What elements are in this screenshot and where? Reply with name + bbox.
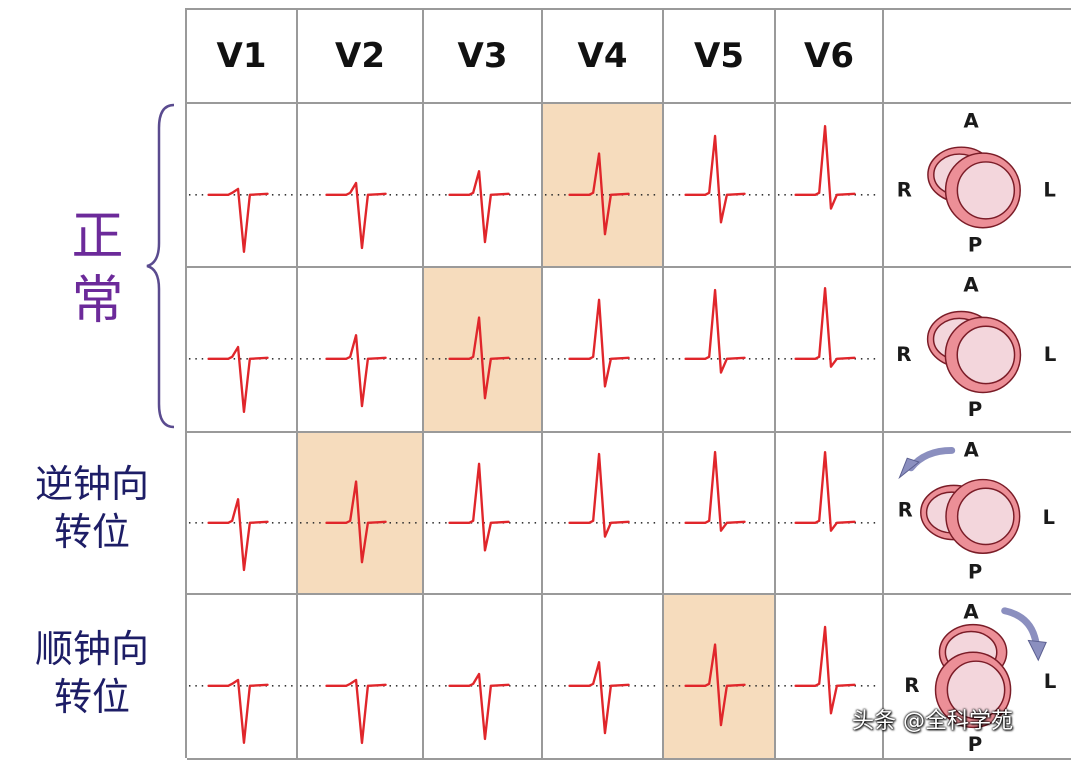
qrs-complex	[568, 152, 630, 236]
qrs-complex	[207, 345, 269, 414]
qrs-complex	[207, 678, 269, 744]
heart-orientation-row2: A R L P	[884, 268, 1071, 433]
ecg-cell-v1-row4	[187, 595, 298, 760]
ecg-cell-v2-row2	[298, 268, 424, 433]
qrs-complex	[794, 286, 856, 368]
heart-orientation-row3: A R L P	[884, 433, 1071, 595]
qrs-complex	[207, 498, 269, 572]
ecg-cell-v5-row4	[664, 595, 776, 760]
row-label-ccw-line1: 逆钟向	[34, 462, 149, 506]
ecg-cell-v2-row4	[298, 595, 424, 760]
ecg-cell-v3-row4	[424, 595, 543, 760]
ecg-cell-v2-row1	[298, 104, 424, 268]
qrs-complex	[794, 450, 856, 532]
qrs-complex	[684, 288, 746, 374]
heart-label-right: L	[1043, 178, 1056, 201]
ecg-cell-v6-row4	[776, 595, 884, 760]
qrs-complex	[448, 462, 510, 552]
heart-label-top: A	[963, 274, 979, 297]
qrs-complex	[568, 298, 630, 388]
qrs-complex	[325, 334, 387, 408]
ecg-cell-v6-row2	[776, 268, 884, 433]
header-lead-v5: V5	[664, 10, 776, 104]
heart-label-top: A	[964, 110, 980, 133]
ecg-cell-v1-row3	[187, 433, 298, 595]
row-label-clockwise: 顺钟向 转位	[14, 625, 170, 721]
heart-label-bottom: P	[968, 233, 982, 256]
header-lead-v2: V2	[298, 10, 424, 104]
header-lead-v1: V1	[187, 10, 298, 104]
heart-label-right: L	[1044, 670, 1057, 693]
watermark: 头条 @全科学苑	[852, 709, 1013, 734]
qrs-complex	[325, 678, 387, 745]
qrs-complex	[684, 450, 746, 532]
ecg-cell-v4-row3	[543, 433, 664, 595]
header-heart-column	[884, 10, 1071, 104]
ecg-cell-v3-row3	[424, 433, 543, 595]
ecg-cell-v6-row1	[776, 104, 884, 268]
ecg-cell-v5-row3	[664, 433, 776, 595]
left-ventricle-cavity	[956, 325, 1016, 385]
ecg-cell-v5-row2	[664, 268, 776, 433]
row-label-cw-line2: 转位	[53, 675, 130, 719]
qrs-complex	[325, 181, 387, 250]
ecg-cell-v3-row1	[424, 104, 543, 268]
normal-group-brace	[146, 103, 175, 429]
heart-label-right: L	[1044, 343, 1057, 366]
heart-label-left: R	[896, 343, 911, 366]
qrs-complex	[448, 672, 510, 741]
qrs-complex	[207, 187, 269, 253]
qrs-complex	[448, 316, 510, 400]
ecg-cell-v4-row2	[543, 268, 664, 433]
heart-orientation-row1: A R L P	[884, 104, 1071, 268]
header-lead-v6: V6	[776, 10, 884, 104]
row-label-counterclockwise: 逆钟向 转位	[14, 460, 170, 556]
qrs-complex	[684, 643, 746, 727]
ecg-cell-v2-row3	[298, 433, 424, 595]
ecg-cell-v6-row3	[776, 433, 884, 595]
ecg-cell-v1-row1	[187, 104, 298, 268]
ecg-cell-v4-row4	[543, 595, 664, 760]
row-label-normal: 正 常	[60, 205, 135, 333]
ecg-cell-v3-row2	[424, 268, 543, 433]
ecg-cell-v1-row2	[187, 268, 298, 433]
heart-label-bottom: P	[968, 398, 982, 421]
clockwise-arrow-icon	[1001, 607, 1040, 648]
heart-label-left: R	[904, 674, 919, 697]
ecg-cell-v5-row1	[664, 104, 776, 268]
qrs-complex	[684, 134, 746, 224]
heart-label-top: A	[964, 438, 979, 461]
clockwise-arrowhead-icon	[1027, 639, 1047, 662]
heart-label-left: R	[898, 498, 913, 521]
header-lead-v4: V4	[543, 10, 664, 104]
left-ventricle-cavity	[956, 161, 1016, 220]
qrs-complex	[794, 124, 856, 210]
qrs-complex	[568, 661, 630, 735]
left-ventricle-cavity	[956, 487, 1015, 546]
row-label-cw-line1: 顺钟向	[34, 627, 149, 671]
heart-label-bottom: P	[968, 733, 982, 756]
heart-label-right: L	[1043, 506, 1055, 529]
row-label-normal-line1: 正	[71, 207, 124, 267]
ecg-cell-v4-row1	[543, 104, 664, 268]
heart-orientation-row4: A R L P	[884, 595, 1071, 760]
counterclockwise-arrow-icon	[907, 447, 956, 472]
heart-label-bottom: P	[968, 560, 982, 583]
counterclockwise-arrowhead-icon	[898, 457, 920, 480]
heart-label-left: R	[897, 178, 912, 201]
qrs-complex	[794, 625, 856, 715]
row-label-normal-line2: 常	[71, 271, 124, 331]
qrs-complex	[448, 170, 510, 244]
left-ventricle-cavity	[946, 660, 1006, 720]
row-label-ccw-line2: 转位	[53, 510, 130, 554]
qrs-complex	[568, 452, 630, 538]
qrs-complex	[325, 480, 387, 564]
header-lead-v3: V3	[424, 10, 543, 104]
heart-label-top: A	[963, 601, 979, 624]
